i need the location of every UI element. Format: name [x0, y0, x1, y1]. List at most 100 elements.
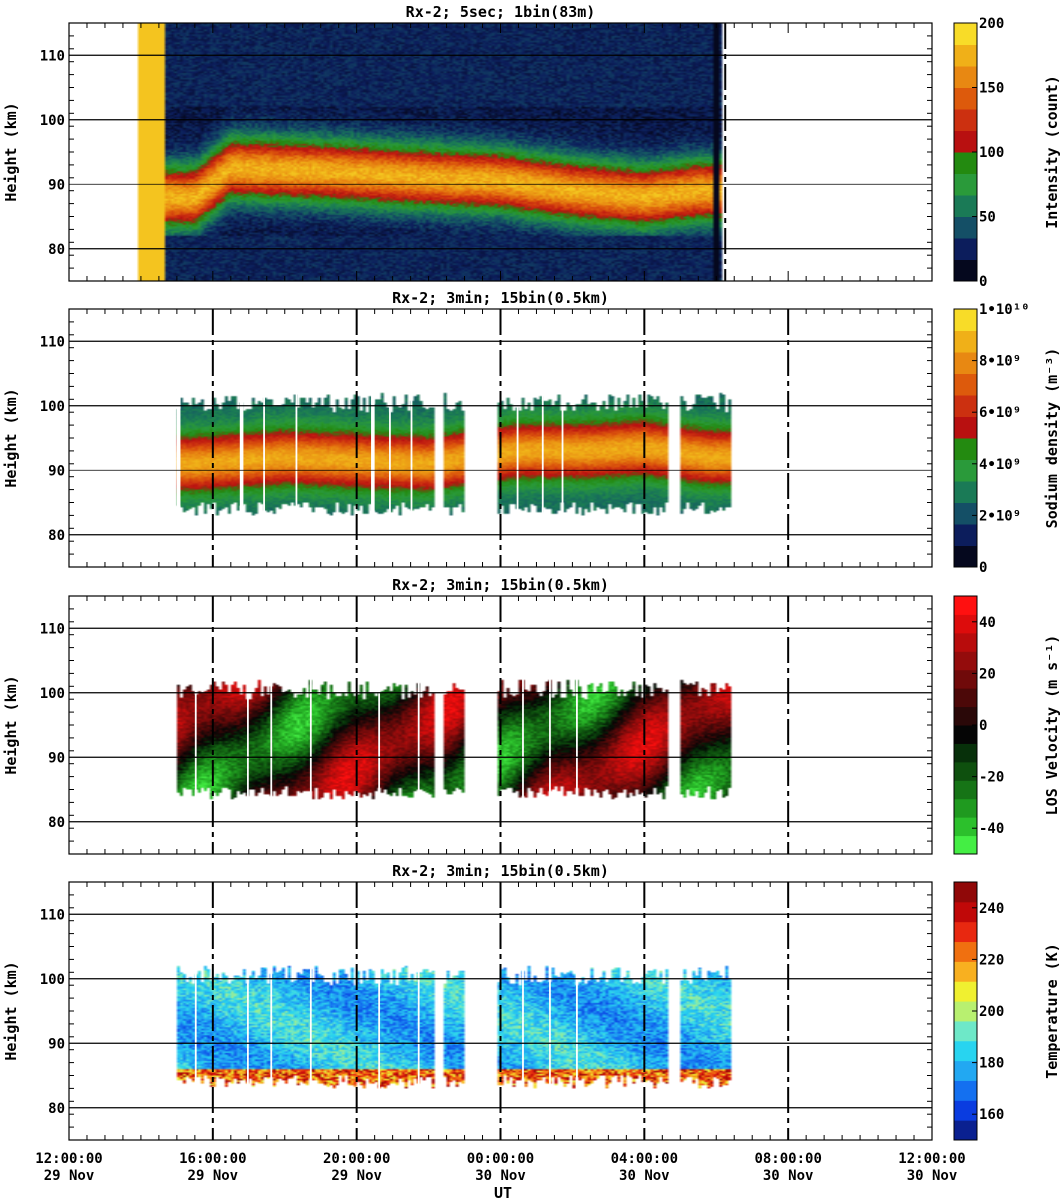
colorbar-swatch	[954, 524, 977, 546]
data-gap	[417, 959, 420, 1095]
y-tick-label: 100	[40, 399, 65, 415]
colorbar-swatch	[954, 109, 977, 131]
colorbar-tick-label: 6•10⁹	[979, 405, 1021, 421]
colorbar-swatch	[954, 459, 977, 482]
colorbar-swatch	[954, 1020, 977, 1042]
y-tick-label: 100	[40, 686, 65, 702]
colorbar-swatch	[954, 44, 977, 67]
colorbar-swatch	[954, 173, 977, 196]
colorbar-tick-label: 0	[979, 274, 987, 290]
data-gap	[239, 386, 244, 522]
panel-title: Rx-2; 3min; 15bin(0.5km)	[392, 576, 609, 594]
colorbar-swatch	[954, 1120, 977, 1141]
colorbar-swatch	[954, 632, 977, 652]
colorbar-label: LOS Velocity (m s⁻¹)	[1043, 635, 1061, 816]
data-gap	[194, 959, 197, 1095]
data-gap	[270, 673, 273, 809]
colorbar-swatch	[954, 259, 977, 282]
panel-4: Rx-2; 3min; 15bin(0.5km) 80 90 100 110 Height…	[2, 862, 1061, 1141]
y-tick-label: 80	[48, 815, 65, 831]
y-tick-label: 90	[48, 177, 65, 193]
y-tick-label: 90	[48, 463, 65, 479]
colorbar-swatch	[954, 725, 977, 744]
colorbar-swatch	[954, 921, 977, 943]
data-gap	[371, 386, 375, 522]
colorbar: 0 50 100 150 200 Intensity (count)	[953, 16, 1061, 290]
x-tick-date-label: 29 Nov	[188, 1168, 239, 1184]
colorbar-swatch	[954, 152, 977, 174]
colorbar-label: Sodium density (m⁻³)	[1043, 348, 1061, 529]
colorbar-label: Intensity (count)	[1043, 75, 1061, 229]
colorbar-swatch	[954, 66, 977, 88]
colorbar-swatch	[954, 238, 977, 260]
colorbar-swatch	[954, 596, 977, 615]
colorbar-swatch	[954, 706, 977, 726]
colorbar-tick-label: -20	[979, 770, 1004, 786]
colorbar-swatch	[954, 545, 977, 568]
y-tick-label: 110	[40, 334, 65, 350]
y-axis-label: Height (km)	[2, 388, 20, 487]
colorbar-tick-label: 50	[979, 210, 996, 226]
colorbar-swatch	[954, 835, 977, 855]
x-tick-label: 16:00:00	[179, 1151, 246, 1167]
colorbar-swatch	[954, 981, 977, 1002]
x-axis-label: UT	[494, 1184, 512, 1200]
data-gap	[516, 386, 519, 522]
panel-title: Rx-2; 3min; 15bin(0.5km)	[392, 862, 609, 880]
panel-1: Rx-2; 5sec; 1bin(83m) 80 90 100 110 Height (k…	[2, 3, 1061, 290]
colorbar-tick-label: 180	[979, 1056, 1004, 1072]
colorbar: 0 2•10⁹ 4•10⁹ 6•10⁹ 8•10⁹ 1•10¹⁰ Sodium densit…	[953, 302, 1061, 576]
colorbar-tick-label: 0	[979, 718, 987, 734]
colorbar-swatch	[954, 761, 977, 781]
colorbar-swatch	[954, 438, 977, 460]
colorbar-swatch	[954, 395, 977, 417]
data-gap	[176, 386, 181, 522]
data-gap	[522, 959, 524, 1095]
colorbar-swatch	[954, 1080, 977, 1101]
data-gap	[549, 673, 551, 809]
colorbar-tick-label: 4•10⁹	[979, 457, 1021, 473]
colorbar-tick-label: 20	[979, 666, 996, 682]
colorbar-tick-label: 150	[979, 81, 1004, 97]
panel-title: Rx-2; 5sec; 1bin(83m)	[406, 3, 596, 21]
colorbar-frame	[953, 308, 978, 568]
x-tick-date-label: 30 Nov	[619, 1168, 670, 1184]
x-tick-label: 04:00:00	[611, 1151, 678, 1167]
panel-frame	[68, 308, 933, 568]
data-gap	[246, 959, 249, 1095]
x-tick-date-label: 30 Nov	[907, 1168, 958, 1184]
colorbar-tick-label: 2•10⁹	[979, 508, 1021, 524]
colorbar-tick-label: 8•10⁹	[979, 354, 1021, 370]
panel-frame	[68, 22, 933, 282]
colorbar-swatch	[954, 87, 977, 110]
x-tick-date-label: 29 Nov	[331, 1168, 382, 1184]
colorbar-swatch	[954, 216, 977, 239]
colorbar-tick-label: 200	[979, 16, 1004, 32]
y-tick-label: 90	[48, 1036, 65, 1052]
colorbar-swatch	[954, 195, 977, 217]
colorbar-tick-label: 200	[979, 1004, 1004, 1020]
data-gap	[246, 673, 249, 809]
colorbar-swatch	[954, 1040, 977, 1062]
x-tick-label: 08:00:00	[754, 1151, 821, 1167]
colorbar-tick-label: 0	[979, 560, 987, 576]
y-tick-label: 110	[40, 48, 65, 64]
data-gap	[263, 386, 265, 522]
colorbar-swatch	[954, 614, 977, 634]
y-axis-label: Height (km)	[2, 961, 20, 1060]
colorbar-swatch	[954, 941, 977, 962]
colorbar-tick-label: 220	[979, 952, 1004, 968]
data-gap	[309, 673, 312, 809]
data-gap	[561, 386, 564, 522]
data-gap	[410, 386, 413, 522]
colorbar-swatch	[954, 23, 977, 45]
colorbar-tick-label: 160	[979, 1107, 1004, 1123]
data-gap	[541, 386, 544, 522]
x-tick-label: 12:00:00	[35, 1151, 102, 1167]
data-gap	[522, 673, 524, 809]
colorbar-swatch	[954, 961, 977, 982]
colorbar-swatch	[954, 1001, 977, 1022]
colorbar-swatch	[954, 373, 977, 396]
